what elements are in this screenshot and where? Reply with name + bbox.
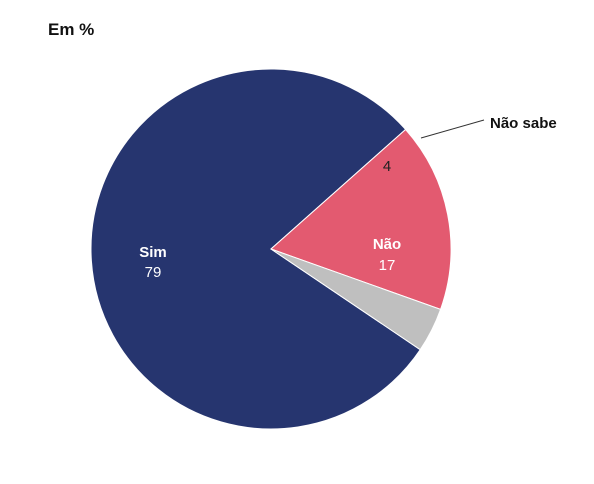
- nao-sabe-leader-line: [420, 119, 485, 139]
- nao-sabe-slice: [270, 248, 442, 351]
- sim-slice-value: 79: [145, 264, 162, 281]
- nao-slice-name: Não: [373, 236, 401, 253]
- nao-sabe-callout-label: Não sabe: [490, 115, 557, 132]
- nao-slice-value: 17: [379, 257, 396, 274]
- unit-label: Em %: [48, 20, 95, 39]
- sim-slice: [90, 68, 421, 430]
- pie-slices: [90, 68, 452, 430]
- sim-slice-name: Sim: [139, 244, 167, 261]
- nao-sabe-slice-value: 4: [383, 158, 391, 175]
- nao-slice: [270, 128, 452, 311]
